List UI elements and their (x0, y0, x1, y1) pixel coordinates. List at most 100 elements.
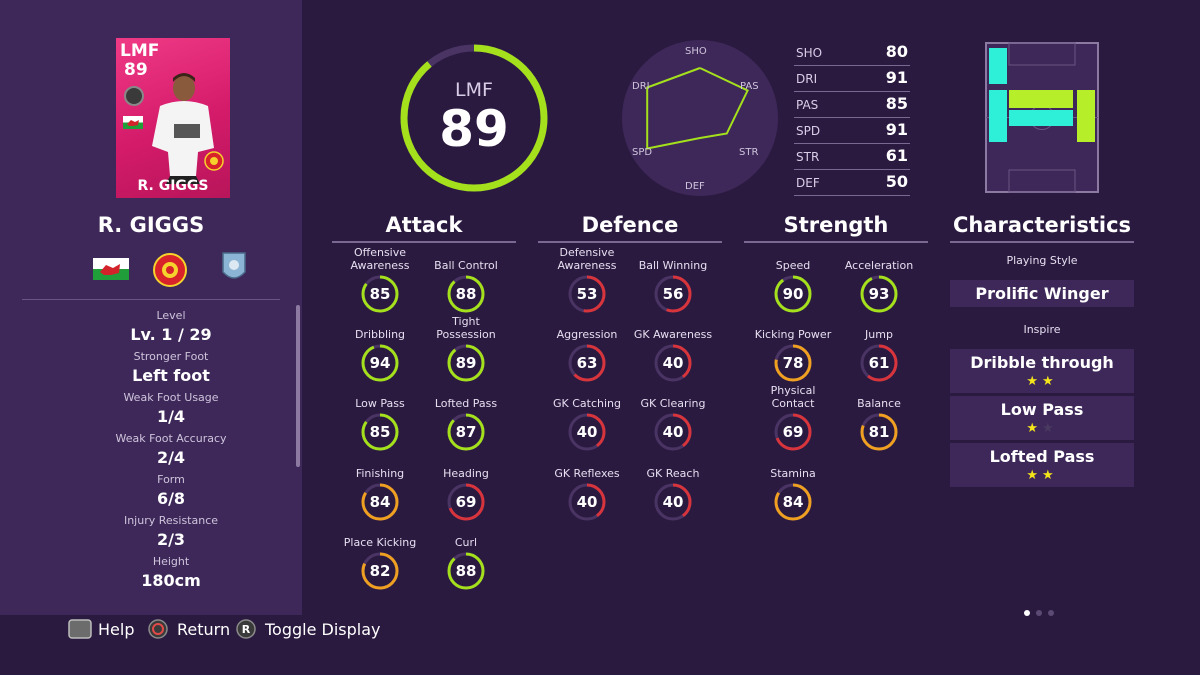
stat-curl: Curl 88 (421, 523, 511, 591)
stat-ring: 94 (360, 343, 400, 383)
stat-ring-graphic (774, 413, 812, 451)
stat-label: Dribbling (354, 328, 406, 341)
stat-ring-graphic (361, 483, 399, 521)
inspire-item[interactable]: Lofted Pass ★★ (950, 443, 1134, 487)
stat-dribbling: Dribbling 94 (335, 315, 425, 383)
stat-aggression: Aggression 63 (542, 315, 632, 383)
radar-label-dri: DRI (632, 81, 650, 92)
stat-speed: Speed 90 (748, 246, 838, 314)
inspire-stars: ★★ (950, 374, 1134, 389)
affiliation-icons (90, 250, 260, 288)
stat-label: Defensive Awareness (557, 246, 617, 272)
stat-label: Acceleration (844, 259, 914, 272)
stat-label: Physical Contact (770, 384, 816, 410)
footer-bar (0, 615, 1200, 675)
stat-heading: Heading 69 (421, 454, 511, 522)
stat-ring-graphic (361, 552, 399, 590)
stat-key: SPD (796, 124, 821, 138)
page-dot[interactable] (1036, 610, 1042, 616)
stat-value: 91 (885, 120, 908, 139)
stat-key: DRI (796, 72, 818, 86)
stat-ring: 40 (567, 412, 607, 452)
radar-label-str: STR (739, 147, 759, 158)
stat-acceleration: Acceleration 93 (834, 246, 924, 314)
info-scrollbar[interactable] (296, 305, 300, 467)
stat-value: 85 (369, 285, 391, 303)
playing-style-value[interactable]: Prolific Winger (950, 280, 1134, 307)
stat-label: Ball Control (434, 259, 498, 272)
stat-value: 84 (782, 493, 804, 511)
stat-ring: 87 (446, 412, 486, 452)
stat-value: 85 (369, 423, 391, 441)
help-button[interactable]: Help (68, 618, 134, 640)
stat-ring: 56 (653, 274, 693, 314)
info-level: Level Lv. 1 / 29 (40, 307, 302, 348)
stat-ring-graphic (654, 275, 692, 313)
stat-label: GK Reach (646, 467, 700, 480)
help-label: Help (98, 619, 135, 639)
stat-label: Finishing (355, 467, 405, 480)
radar-label-spd: SPD (632, 147, 653, 158)
player-info-list: Level Lv. 1 / 29 Stronger Foot Left foot… (40, 307, 302, 594)
info-height: Height 180cm (40, 553, 302, 594)
player-card[interactable]: LMF 89 R. GIGGS (116, 38, 230, 198)
stat-ring: 93 (859, 274, 899, 314)
stat-value: 69 (455, 493, 477, 511)
stat-label: Stamina (770, 467, 816, 480)
stat-ring-graphic (568, 275, 606, 313)
stat-value: 40 (576, 493, 598, 511)
stat-balance: Balance 81 (834, 384, 924, 452)
stat-label: Ball Winning (638, 259, 708, 272)
info-weak-foot-usage: Weak Foot Usage 1/4 (40, 389, 302, 430)
stat-label: Low Pass (355, 397, 405, 410)
stat-row-spd: SPD 91 (794, 118, 910, 144)
stat-defensive-awareness: Defensive Awareness 53 (542, 246, 632, 314)
club-crest-icon (204, 151, 224, 171)
stat-value: 56 (662, 285, 684, 303)
stat-physical-contact: Physical Contact 69 (748, 384, 838, 452)
stat-ring-graphic (774, 275, 812, 313)
stat-label: Place Kicking (343, 536, 417, 549)
stat-value: 61 (885, 146, 908, 165)
stat-value: 40 (662, 423, 684, 441)
stat-ring-graphic (447, 275, 485, 313)
stat-ring: 85 (360, 412, 400, 452)
stat-ring: 90 (773, 274, 813, 314)
stat-ring-graphic (774, 483, 812, 521)
stat-ring: 40 (653, 412, 693, 452)
page-indicator[interactable] (1024, 601, 1060, 620)
section-divider (950, 241, 1134, 243)
stat-value: 85 (885, 94, 908, 113)
card-player-name: R. GIGGS (137, 178, 209, 194)
section-divider (538, 241, 722, 243)
card-position: LMF (120, 41, 160, 61)
return-button[interactable]: Return (147, 618, 230, 640)
stat-kicking-power: Kicking Power 78 (748, 315, 838, 383)
page-dot-active[interactable] (1024, 610, 1030, 616)
stat-label: Tight Possession (436, 315, 496, 341)
stat-ring: 88 (446, 551, 486, 591)
star-icon: ★ (1026, 468, 1042, 483)
stat-ring: 61 (859, 343, 899, 383)
stat-value: 69 (782, 423, 804, 441)
stat-label: GK Catching (553, 397, 621, 410)
section-title-defence: Defence (581, 213, 679, 237)
inspire-stars: ★★ (950, 421, 1134, 436)
inspire-item[interactable]: Dribble through ★★ (950, 349, 1134, 393)
page-dot[interactable] (1048, 610, 1054, 616)
stat-finishing: Finishing 84 (335, 454, 425, 522)
stat-ring-graphic (654, 413, 692, 451)
stat-radar-chart: SHO PAS STR DEF SPD DRI (620, 38, 780, 198)
stat-row-pas: PAS 85 (794, 92, 910, 118)
stat-ring-graphic (447, 483, 485, 521)
svg-text:R: R (242, 623, 251, 636)
stat-value: 88 (455, 285, 477, 303)
info-value: Left foot (132, 366, 210, 385)
info-value: 2/3 (156, 530, 186, 549)
position-pitch-map (985, 42, 1099, 193)
stat-label: Lofted Pass (434, 397, 498, 410)
inspire-item[interactable]: Low Pass ★★ (950, 396, 1134, 440)
stat-row-sho: SHO 80 (794, 40, 910, 66)
stat-label: Aggression (556, 328, 618, 341)
toggle-display-button[interactable]: R Toggle Display (235, 618, 381, 640)
